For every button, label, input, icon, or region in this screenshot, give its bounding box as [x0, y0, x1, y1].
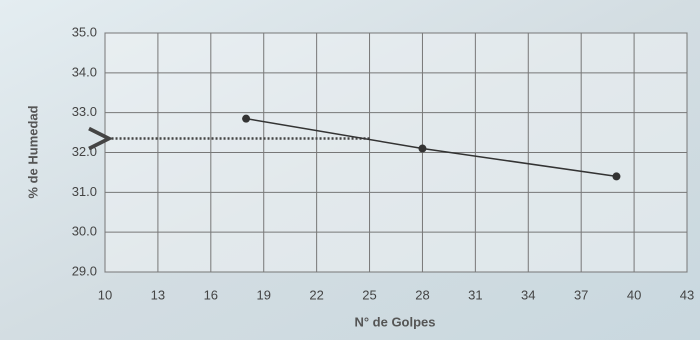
x-tick-label: 43 [680, 287, 694, 302]
x-axis-title: N° de Golpes [354, 314, 435, 329]
y-tick-label: 33.0 [72, 104, 97, 119]
y-tick-label: 30.0 [72, 224, 97, 239]
y-tick-label: 34.0 [72, 64, 97, 79]
y-axis-title: % de Humedad [25, 105, 40, 198]
x-tick-label: 31 [468, 287, 482, 302]
x-tick-label: 25 [362, 287, 376, 302]
y-tick-label: 32.0 [72, 144, 97, 159]
x-tick-label: 10 [98, 287, 112, 302]
y-tick-label: 35.0 [72, 24, 97, 39]
data-point [242, 115, 250, 123]
x-tick-label: 16 [204, 287, 218, 302]
y-tick-label: 31.0 [72, 184, 97, 199]
data-point [418, 145, 426, 153]
x-tick-label: 28 [415, 287, 429, 302]
x-tick-label: 37 [574, 287, 588, 302]
data-point [612, 172, 620, 180]
x-tick-label: 34 [521, 287, 535, 302]
x-tick-label: 22 [309, 287, 323, 302]
x-tick-label: 13 [151, 287, 165, 302]
x-tick-label: 40 [627, 287, 641, 302]
x-tick-label: 19 [256, 287, 270, 302]
chart: N° de Golpes % de Humedad 29.0 30.0 31.0 32… [0, 0, 700, 340]
y-tick-label: 29.0 [72, 263, 97, 278]
